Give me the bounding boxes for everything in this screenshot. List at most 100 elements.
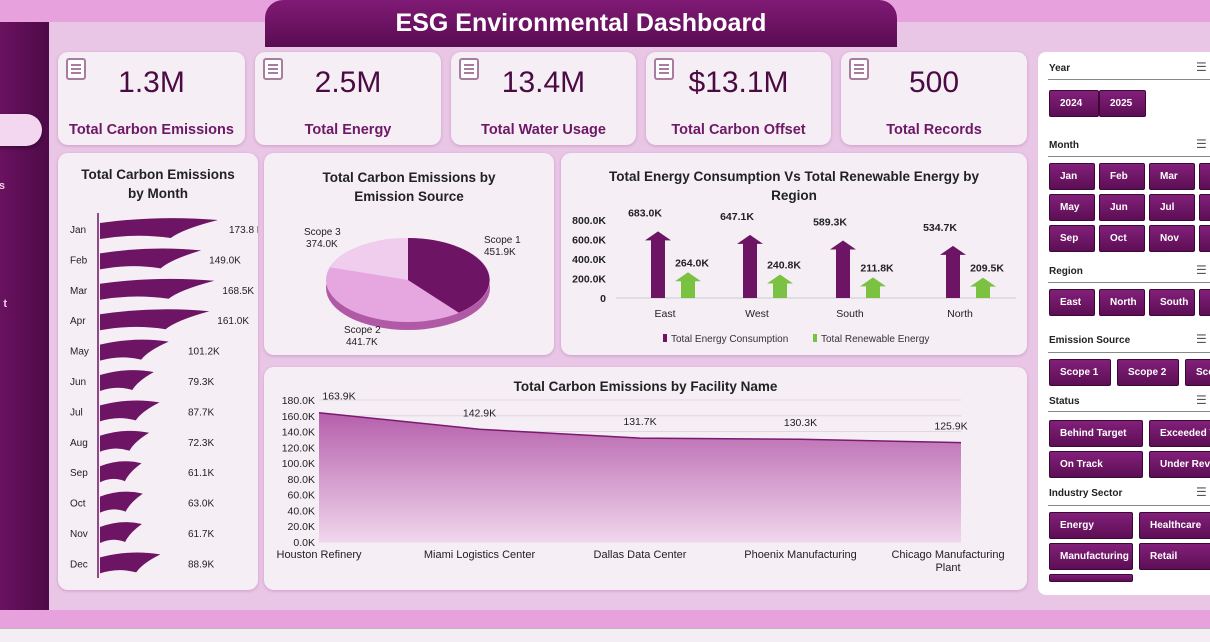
kpi-value: 500 [908,66,960,99]
filter-option[interactable]: Jun [1099,194,1145,221]
filter-option[interactable]: Healthcare [1139,512,1210,539]
filter-option[interactable]: Behind Target [1049,420,1143,447]
kpi-card: 1.3M Total Carbon Emissions [58,52,245,145]
kpi-card: 2.5M Total Energy [255,52,441,145]
y-tick-label: 200.0K [572,274,606,286]
data-label: 79.3K [188,377,214,388]
region-energy-card: Total Energy Consumption Vs Total Renewa… [561,153,1027,355]
filter-option[interactable]: East [1049,289,1095,316]
data-label: 264.0K [675,257,709,269]
arrow-bar [860,277,886,298]
data-label: 161.0K [217,316,249,327]
multi-select-icon[interactable]: ☰ [1196,332,1207,346]
sidebar-active-item[interactable] [0,114,42,146]
divider [1048,282,1210,283]
x-tick-label: Miami Logistics Center [424,549,536,561]
tick-label: Apr [70,316,86,327]
data-label: 72.3K [188,438,214,449]
filter-option[interactable]: Sep [1049,225,1095,252]
tick-label: Dec [70,559,88,570]
sidebar-item-label[interactable]: s [0,180,5,192]
pie-value: 441.7K [346,337,378,348]
multi-select-icon[interactable]: ☰ [1196,60,1207,74]
tick-label: May [70,347,89,358]
filter-option[interactable]: North [1099,289,1145,316]
filter-option[interactable]: Under Review [1149,451,1210,478]
pie-value: 374.0K [306,239,338,250]
filter-option[interactable]: Nov [1149,225,1195,252]
data-label: 63.0K [188,499,214,510]
filter-option[interactable]: Aug [1199,194,1210,221]
kpi-label: Total Carbon Offset [671,122,806,138]
page-title: ESG Environmental Dashboard [265,0,897,47]
money-growth-icon [654,58,674,80]
tick-label: Oct [70,499,86,510]
pie-slice-scope-1 [408,238,490,313]
x-tick-label: South [836,308,864,320]
arrow-bar [767,274,793,298]
filter-option[interactable]: Retail [1139,543,1210,570]
y-tick-label: 120.0K [282,442,315,454]
multi-select-icon[interactable]: ☰ [1196,263,1207,277]
filter-option[interactable]: Scope 2 [1117,359,1179,386]
y-tick-label: 0.0K [293,537,315,549]
kpi-card: 13.4M Total Water Usage [451,52,636,145]
sidebar-item-label[interactable]: t [3,298,7,310]
bar [100,461,142,483]
kpi-card: 500 Total Records [841,52,1027,145]
filter-option[interactable]: Mar [1149,163,1195,190]
y-tick-label: 400.0K [572,254,606,266]
tick-label: Jan [70,225,86,236]
window-bottom [0,628,1210,642]
filter-option[interactable]: Energy [1049,512,1133,539]
pie-label: Scope 2 [344,325,381,336]
bar [100,552,161,574]
x-tick-label: North [947,308,973,320]
filter-option[interactable]: Manufacturing [1049,543,1133,570]
filter-option[interactable] [1049,574,1133,582]
data-label: 209.5K [970,263,1004,275]
y-tick-label: 0 [600,293,606,305]
filter-option[interactable]: Apr [1199,163,1210,190]
data-label: 61.1K [188,468,214,479]
kpi-value: $13.1M [688,66,789,99]
tick-label: Aug [70,438,88,449]
data-label: 683.0K [628,207,662,219]
filter-option[interactable]: West [1199,289,1210,316]
filter-option[interactable]: Scope 1 [1049,359,1111,386]
filter-option[interactable]: Scope 3 [1185,359,1210,386]
filter-option[interactable]: Jan [1049,163,1095,190]
y-tick-label: 100.0K [282,458,315,470]
filter-option[interactable]: Jul [1149,194,1195,221]
kpi-value: 1.3M [118,66,185,99]
filter-option[interactable]: Oct [1099,225,1145,252]
multi-select-icon[interactable]: ☰ [1196,393,1207,407]
data-label: 168.5K [222,286,254,297]
pie-slice-scope-3 [330,238,408,280]
bar [100,370,154,391]
y-tick-label: 160.0K [282,411,315,423]
kpi-card: $13.1M Total Carbon Offset [646,52,831,145]
bar [100,278,215,300]
filter-option[interactable]: May [1049,194,1095,221]
divider [1048,352,1210,353]
kpi-label: Total Energy [304,122,392,138]
filter-option[interactable]: Feb [1099,163,1145,190]
arrow-bar [830,240,856,298]
data-label: 130.3K [784,417,817,429]
filter-option[interactable]: 2024 [1049,90,1099,117]
data-label: 61.7K [188,529,214,540]
multi-select-icon[interactable]: ☰ [1196,137,1207,151]
tick-label: Jun [70,377,86,388]
multi-select-icon[interactable]: ☰ [1196,485,1207,499]
filter-option[interactable]: Dec [1199,225,1210,252]
filter-option[interactable]: South [1149,289,1195,316]
filter-option[interactable]: Exceeded Target [1149,420,1210,447]
filter-option[interactable]: On Track [1049,451,1143,478]
pie-label: Scope 3 [304,227,341,238]
filter-option[interactable]: 2025 [1099,90,1146,117]
data-label: 647.1K [720,211,754,223]
bar [100,309,210,331]
arrow-bar [737,234,763,298]
area [319,412,961,542]
